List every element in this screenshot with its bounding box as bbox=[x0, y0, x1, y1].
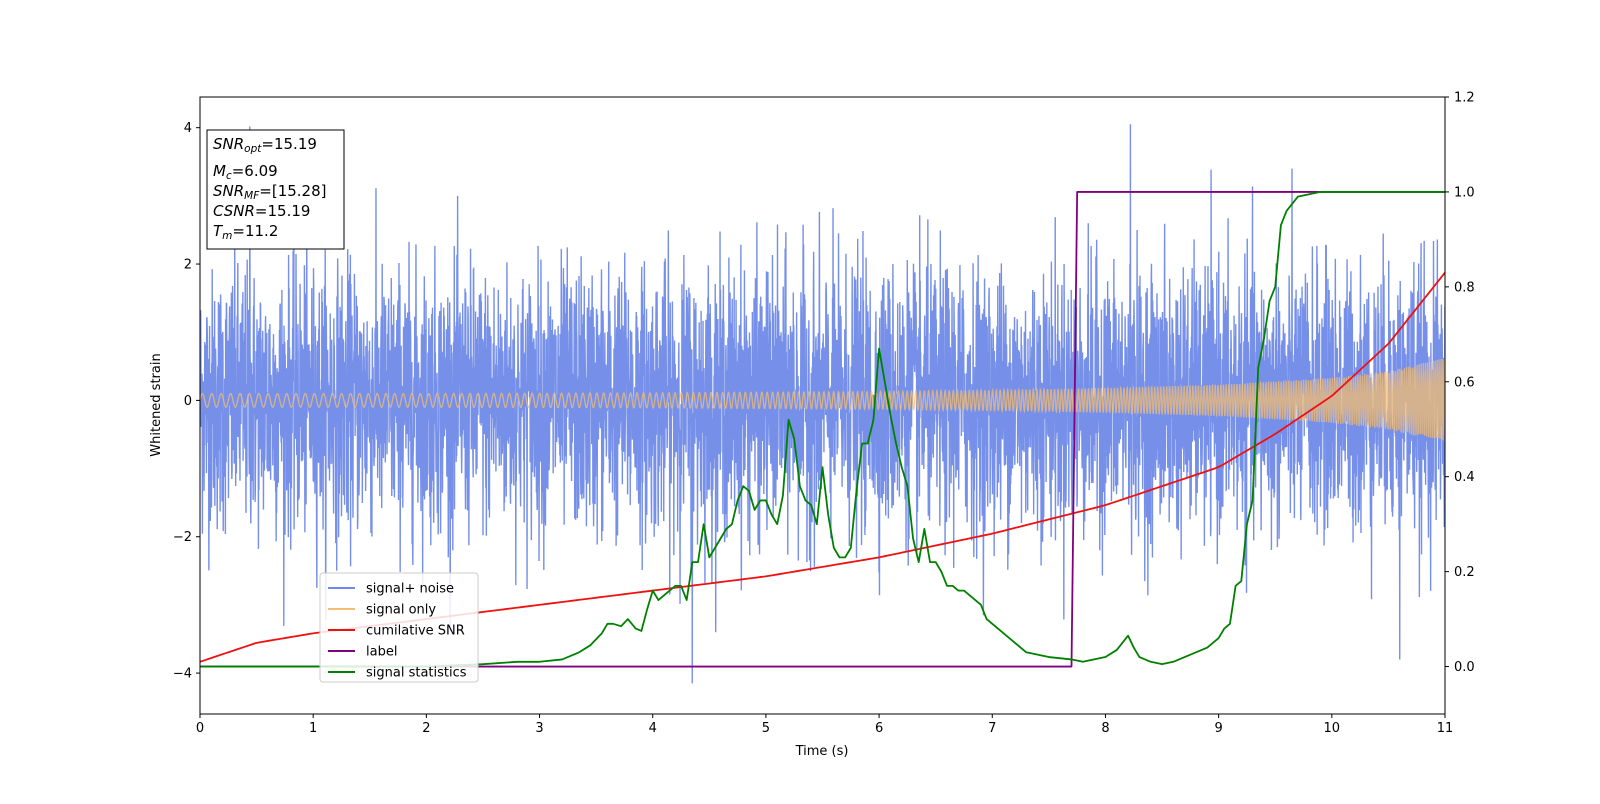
legend: signal+ noise signal only cumilative SNR la… bbox=[319, 572, 479, 683]
x-tick-label: 6 bbox=[875, 721, 883, 736]
series-signal-only-line bbox=[200, 359, 1445, 442]
y2-tick-label: 1.0 bbox=[1454, 185, 1475, 200]
x-axis-label: Time (s) bbox=[795, 744, 849, 759]
x-tick-label: 8 bbox=[1101, 721, 1109, 736]
x-tick-label: 0 bbox=[196, 721, 204, 736]
info-value: =[15.28] bbox=[259, 182, 326, 200]
series-signal-statistics-line bbox=[200, 191, 1445, 668]
y2-tick-label: 0.8 bbox=[1454, 280, 1475, 295]
y2-tick-label: 0.0 bbox=[1454, 660, 1475, 675]
x-tick-label: 4 bbox=[649, 721, 657, 736]
info-box: SNRopt=15.19Mc=6.09SNRMF=[15.28]CSNR=15.… bbox=[206, 129, 345, 250]
y2-tick-label: 0.2 bbox=[1454, 565, 1475, 580]
x-tick-label: 2 bbox=[422, 721, 430, 736]
info-box-entry: Tm=11.2 bbox=[213, 222, 278, 242]
info-value: =6.09 bbox=[232, 162, 278, 180]
y-tick-label: 2 bbox=[184, 258, 192, 273]
info-subscript: m bbox=[222, 230, 232, 242]
y2-tick-label: 0.6 bbox=[1454, 375, 1475, 390]
y2-tick-label: 1.2 bbox=[1454, 91, 1475, 106]
x-tick-label: 3 bbox=[535, 721, 543, 736]
y-tick-label: −2 bbox=[173, 530, 192, 545]
legend-label: signal+ noise bbox=[366, 582, 454, 597]
x-tick-label: 1 bbox=[309, 721, 317, 736]
info-symbol: M bbox=[213, 162, 226, 180]
x-axis: 0 1 2 3 4 5 6 7 8 9 10 11 bbox=[196, 714, 1453, 736]
y2-tick-label: 0.4 bbox=[1454, 470, 1475, 485]
info-box-entry: SNRMF=[15.28] bbox=[213, 182, 327, 202]
legend-label: cumilative SNR bbox=[366, 624, 465, 639]
y-tick-label: 0 bbox=[184, 394, 192, 409]
info-box-entry: Mc=6.09 bbox=[213, 162, 278, 182]
info-subscript: c bbox=[226, 170, 232, 182]
x-tick-label: 9 bbox=[1214, 721, 1222, 736]
info-value: =11.2 bbox=[232, 222, 278, 240]
y-axis-left: −4 −2 0 2 4 bbox=[173, 121, 200, 682]
info-subscript: MF bbox=[244, 190, 260, 202]
info-value: =15.19 bbox=[261, 135, 317, 153]
y-axis-right: 0.0 0.2 0.4 0.6 0.8 1.0 1.2 bbox=[1445, 91, 1475, 675]
legend-label: label bbox=[366, 645, 397, 660]
y-tick-label: −4 bbox=[173, 667, 192, 682]
series-label-line bbox=[200, 191, 1445, 668]
x-tick-label: 5 bbox=[762, 721, 770, 736]
legend-label: signal statistics bbox=[366, 666, 467, 681]
info-symbol: SNR bbox=[213, 182, 244, 200]
y-axis-label: Whitened strain bbox=[149, 353, 164, 456]
info-value: =15.19 bbox=[255, 202, 311, 220]
info-symbol: SNR bbox=[213, 135, 244, 153]
x-tick-label: 7 bbox=[988, 721, 996, 736]
info-symbol: CSNR bbox=[213, 202, 255, 220]
info-box-frame bbox=[206, 129, 345, 250]
x-tick-label: 11 bbox=[1437, 721, 1454, 736]
x-tick-label: 10 bbox=[1324, 721, 1341, 736]
info-subscript: opt bbox=[244, 143, 262, 155]
info-symbol: T bbox=[213, 222, 224, 240]
y-tick-label: 4 bbox=[184, 121, 192, 136]
info-box-entry: SNRopt=15.19 bbox=[213, 135, 317, 155]
plot-frame bbox=[199, 96, 1446, 715]
legend-frame bbox=[319, 572, 479, 683]
info-box-entry: CSNR=15.19 bbox=[213, 202, 310, 220]
legend-label: signal only bbox=[366, 603, 436, 618]
